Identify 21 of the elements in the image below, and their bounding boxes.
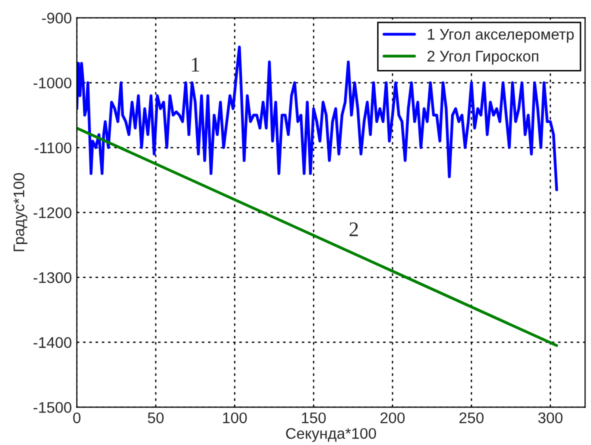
x-tick-label: 250 — [459, 412, 484, 424]
y-tick-label: -1000 — [34, 78, 72, 88]
y-tick-label: -1200 — [34, 207, 72, 218]
x-tick-label: 150 — [302, 412, 326, 424]
annotation: 2 — [350, 222, 358, 236]
x-tick-label: 300 — [538, 412, 563, 424]
annotation: 1 — [192, 58, 200, 72]
y-tick-label: -900 — [42, 12, 72, 24]
x-tick-label: 200 — [380, 412, 405, 424]
legend-label: 2 Угол Гироскоп — [428, 50, 538, 65]
legend-label: 1 Угол акселерометр — [428, 29, 574, 43]
y-axis-title: Градус*100 — [14, 173, 28, 252]
y-tick-label: -1100 — [34, 142, 72, 154]
x-tick-label: 100 — [223, 412, 247, 424]
x-tick-label: 50 — [148, 412, 164, 424]
y-tick-label: -1400 — [34, 337, 72, 348]
x-tick-label: 0 — [73, 412, 80, 424]
line-series — [76, 46, 558, 192]
x-axis-title: Секунда*100 — [286, 428, 376, 442]
y-tick-label: -1500 — [34, 402, 72, 413]
y-tick-label: -1300 — [34, 272, 72, 284]
